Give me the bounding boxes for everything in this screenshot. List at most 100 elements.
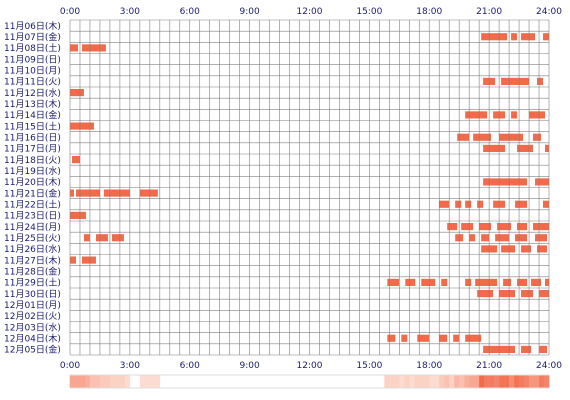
summary-bin	[479, 375, 485, 388]
activity-bar	[479, 223, 492, 231]
summary-bin	[439, 375, 445, 388]
activity-bar	[535, 234, 548, 242]
activity-bar	[70, 256, 76, 264]
activity-bar	[521, 33, 536, 41]
activity-bar	[469, 234, 476, 242]
day-label: 11月09日(日)	[4, 54, 61, 65]
day-label: 12月03日(水)	[4, 321, 61, 333]
x-tick-label-bottom: 3:00	[120, 361, 140, 371]
summary-bin	[70, 375, 76, 388]
x-tick-label-top: 0:00	[60, 7, 80, 17]
x-tick-label-top: 24:00	[536, 7, 562, 17]
activity-bar	[387, 334, 396, 342]
activity-bar	[521, 345, 532, 353]
summary-bin	[429, 375, 435, 388]
activity-bar	[75, 189, 100, 197]
summary-bin	[124, 375, 131, 388]
day-label: 11月12日(水)	[4, 87, 61, 99]
x-axis-bottom: 0:00 3:00 6:00 9:00 12:00 15:00 18:00 21:00 24:0…	[60, 361, 562, 371]
x-tick-label-top: 12:00	[297, 7, 323, 17]
activity-bar	[515, 234, 528, 242]
activity-bar	[405, 278, 416, 286]
x-tick-label-top: 15:00	[356, 7, 382, 17]
summary-bin	[434, 375, 440, 388]
summary-bin	[109, 375, 116, 388]
summary-bin	[459, 375, 465, 388]
activity-bar	[70, 189, 74, 197]
day-label: 11月14日(金)	[4, 109, 61, 121]
summary-bin	[539, 375, 545, 388]
day-label: 11月06日(木)	[4, 20, 61, 32]
x-tick-label-bottom: 24:00	[536, 361, 562, 371]
x-tick-label-bottom: 12:00	[297, 361, 323, 371]
activity-bar	[515, 200, 528, 208]
summary-bin	[514, 375, 520, 388]
activity-bar	[499, 133, 524, 141]
activity-bar	[387, 278, 400, 286]
day-label: 11月07日(金)	[4, 31, 61, 43]
activity-bar	[455, 200, 462, 208]
summary-bin	[384, 375, 390, 388]
summary-bin	[469, 375, 475, 388]
day-label: 11月21日(金)	[4, 187, 61, 199]
y-axis-day-labels: 11月06日(木)11月07日(金)11月08日(土)11月09日(日) 11月1…	[4, 20, 61, 356]
day-label: 11月08日(土)	[4, 42, 61, 54]
activity-bar	[461, 223, 474, 231]
activity-bar	[421, 278, 436, 286]
summary-bin	[509, 375, 515, 388]
activity-bar	[483, 144, 506, 152]
x-tick-label-bottom: 21:00	[476, 361, 502, 371]
activity-bar	[465, 200, 472, 208]
summary-bin	[89, 375, 96, 388]
activity-bar	[499, 290, 516, 298]
activity-bar	[503, 278, 512, 286]
x-tick-label-bottom: 9:00	[240, 361, 260, 371]
summary-bin	[409, 375, 415, 388]
activity-bar	[95, 234, 108, 242]
activity-bar	[70, 89, 84, 97]
activity-bar	[529, 111, 546, 119]
summary-bin	[504, 375, 510, 388]
activity-bar	[531, 278, 542, 286]
day-label: 11月17日(月)	[4, 144, 61, 155]
activity-bar	[501, 245, 516, 253]
x-tick-label-top: 9:00	[240, 7, 260, 17]
summary-bin	[104, 375, 111, 388]
summary-bin	[144, 375, 151, 388]
day-label: 11月24日(月)	[4, 222, 61, 233]
activity-bar	[497, 223, 512, 231]
summary-bin	[454, 375, 460, 388]
summary-bin	[99, 375, 106, 388]
activity-bar	[439, 200, 450, 208]
summary-bin	[94, 375, 101, 388]
activity-bar	[511, 111, 518, 119]
activity-bar	[477, 200, 484, 208]
activity-bar	[501, 77, 530, 85]
summary-bin	[404, 375, 410, 388]
summary-bin	[84, 375, 91, 388]
activity-bar	[103, 189, 130, 197]
activity-bar	[521, 245, 532, 253]
x-axis-top: 0:00 3:00 6:00 9:00 12:00 15:00 18:00 21:00 24:0…	[60, 7, 562, 17]
activity-bar	[70, 122, 94, 130]
day-label: 11月25日(火)	[4, 233, 61, 244]
summary-bin	[74, 375, 81, 388]
activity-bar	[475, 278, 498, 286]
summary-bin	[424, 375, 430, 388]
summary-bin	[494, 375, 500, 388]
activity-bar	[439, 334, 448, 342]
summary-bin	[489, 375, 495, 388]
day-label: 11月20日(木)	[4, 176, 61, 188]
activity-bar	[417, 334, 430, 342]
summary-bin	[529, 375, 535, 388]
activity-bar	[81, 44, 106, 52]
activity-bar	[71, 156, 80, 164]
activity-bar	[543, 33, 549, 41]
activity-bar	[473, 133, 492, 141]
day-label: 11月19日(水)	[4, 165, 61, 177]
summary-bin	[499, 375, 505, 388]
activity-bar	[465, 111, 488, 119]
summary-bin	[394, 375, 400, 388]
activity-bar	[481, 33, 508, 41]
